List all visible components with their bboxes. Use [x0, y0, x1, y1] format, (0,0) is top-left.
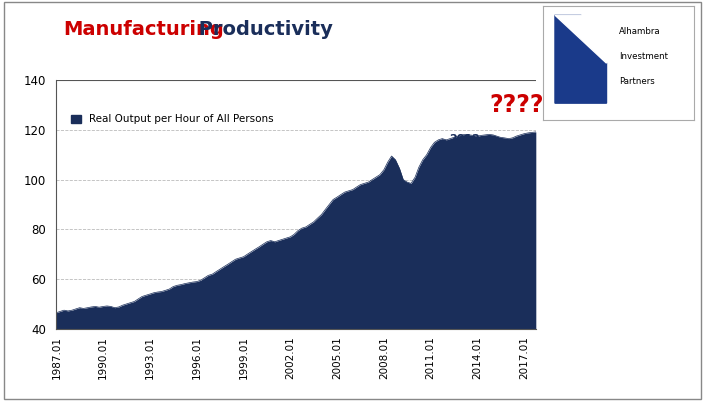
Text: Partners: Partners [619, 77, 654, 86]
Polygon shape [555, 15, 606, 103]
Text: Productivity: Productivity [192, 20, 333, 39]
Text: Investment: Investment [619, 52, 668, 61]
Text: Alhambra: Alhambra [619, 26, 661, 36]
Text: Manufacturing: Manufacturing [63, 20, 224, 39]
Polygon shape [555, 15, 606, 63]
Legend: Real Output per Hour of All Persons: Real Output per Hour of All Persons [66, 110, 278, 129]
Text: ????: ???? [490, 93, 544, 117]
Text: 2012: 2012 [449, 134, 480, 144]
